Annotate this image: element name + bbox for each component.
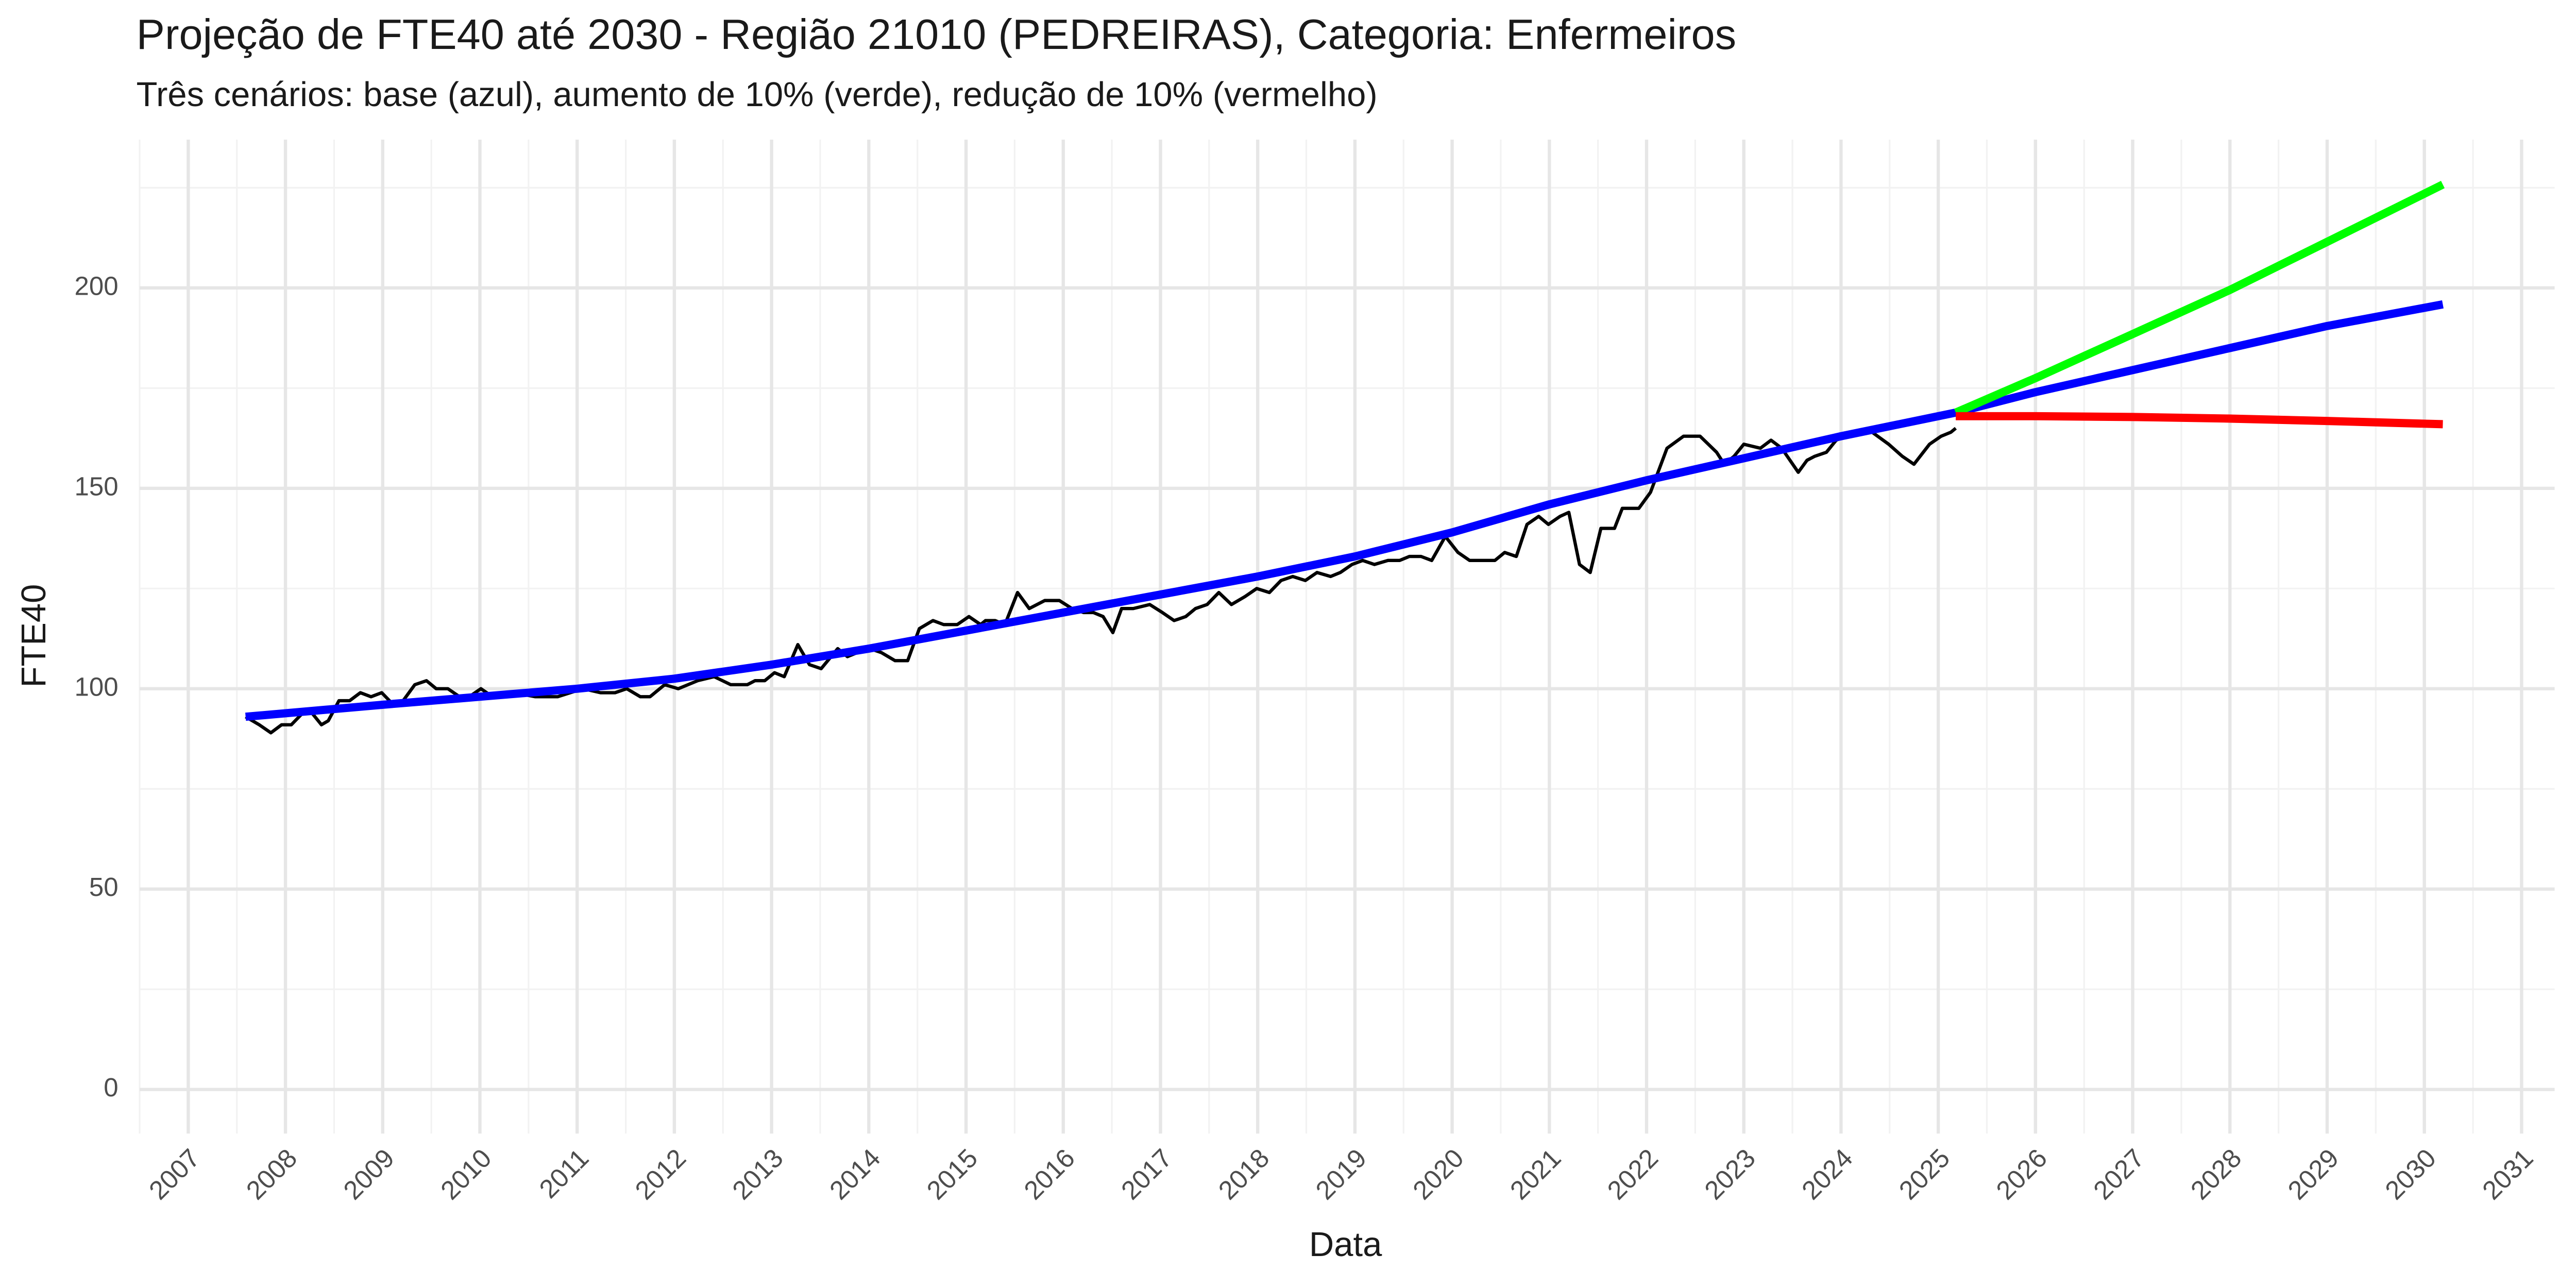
series-line <box>245 300 2444 721</box>
x-tick-label: 2013 <box>726 1143 789 1206</box>
x-tick-label: 2009 <box>338 1143 400 1206</box>
grid: 2007 2008 2009 2010 2011 2012 2013 2014 2015 2016… <box>74 140 2555 1206</box>
x-tick-label: 2022 <box>1602 1143 1664 1206</box>
series-line <box>1956 412 2443 429</box>
y-tick-label: 100 <box>74 672 118 701</box>
x-tick-label: 2023 <box>1699 1143 1761 1206</box>
x-tick-label: 2010 <box>435 1143 497 1206</box>
x-tick-label: 2019 <box>1310 1143 1372 1206</box>
y-axis-title: FTE40 <box>14 584 53 688</box>
x-tick-label: 2024 <box>1796 1143 1858 1206</box>
x-tick-label: 2017 <box>1115 1143 1178 1206</box>
x-tick-label: 2008 <box>241 1143 303 1206</box>
y-tick-label: 0 <box>104 1073 118 1102</box>
x-axis-title: Data <box>1309 1225 1382 1264</box>
chart-subtitle: Três cenários: base (azul), aumento de 1… <box>137 75 1378 114</box>
y-tick-label: 50 <box>89 872 118 902</box>
x-tick-label: 2026 <box>1991 1143 2053 1206</box>
x-tick-label: 2014 <box>824 1143 886 1206</box>
x-tick-label: 2029 <box>2282 1143 2345 1206</box>
x-tick-label: 2028 <box>2185 1143 2247 1206</box>
x-tick-label: 2018 <box>1213 1143 1275 1206</box>
x-tick-label: 2027 <box>2088 1143 2150 1206</box>
x-tick-label: 2007 <box>143 1143 206 1206</box>
plot-area <box>245 181 2445 735</box>
x-tick-label: 2031 <box>2477 1143 2539 1206</box>
y-tick-label: 150 <box>74 471 118 501</box>
x-tick-label: 2015 <box>921 1143 984 1206</box>
chart-title: Projeção de FTE40 até 2030 - Região 2101… <box>137 10 1736 58</box>
series-line <box>1954 181 2445 417</box>
x-tick-label: 2020 <box>1407 1143 1469 1206</box>
x-tick-label: 2012 <box>630 1143 692 1206</box>
x-tick-label: 2021 <box>1504 1143 1567 1206</box>
y-tick-label: 200 <box>74 271 118 300</box>
x-tick-label: 2025 <box>1893 1143 1956 1206</box>
x-tick-label: 2016 <box>1018 1143 1080 1206</box>
x-tick-label: 2011 <box>534 1143 595 1204</box>
x-tick-label: 2030 <box>2379 1143 2442 1206</box>
